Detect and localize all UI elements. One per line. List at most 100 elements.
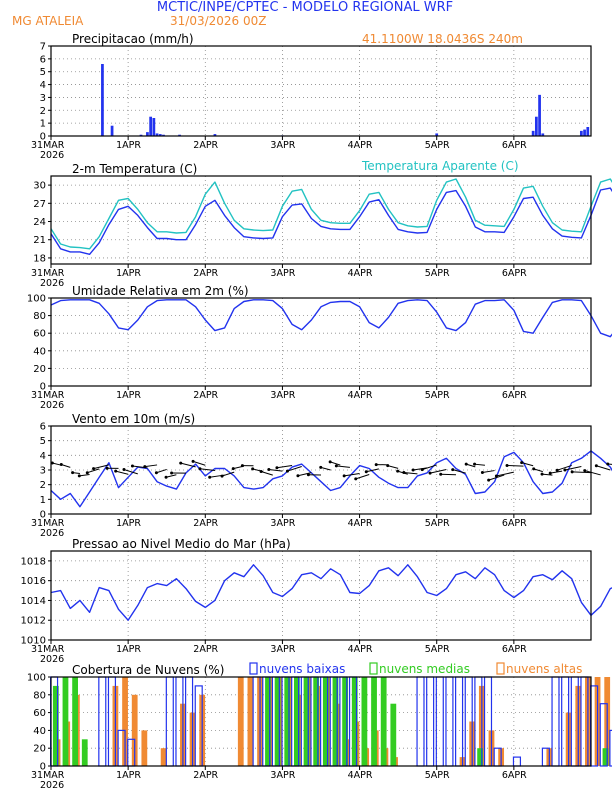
wind-vector-head [251,467,255,471]
temp-ytick-label: 27 [33,199,46,210]
slp-line-0 [50,564,612,621]
wind-panel: 0 1 2 3 4 5 6 31MAR 1APR 2APR 3APR 4APR 5APR 6APR 2026… [31,412,612,539]
wind-vector-head [464,462,468,466]
precip-bar [586,127,590,136]
wind-vector-head [259,469,263,473]
slp-xtick-label: 4APR [348,644,373,655]
cloud-mid-bar [351,677,358,766]
cloud-low-bar [455,676,464,767]
wind-vector-head [364,470,368,474]
cloud-mid-bar [390,703,397,766]
cloud-mid-bar [322,677,329,766]
precip-xtick-label: 31MAR [31,140,65,151]
precip-bar [534,116,538,136]
wind-vector-head [583,469,587,473]
cloud-mid-bar [303,677,310,766]
wind-vector-head [296,474,300,478]
cloud-low-bar [512,756,522,767]
cloud-low-bar [98,676,107,767]
cloud-mid-bar [332,677,339,766]
rh-xtick-label: 5APR [425,390,450,401]
wind-vector-head [179,461,183,465]
precip-bar [178,134,181,136]
wind-vector-head [114,469,118,473]
wind-xtick-label: 4APR [348,518,373,529]
clouds-xtick-label: 3APR [270,770,295,781]
wind-vector-head [505,464,509,468]
clouds-ytick-label: 100 [27,673,46,684]
header-location: MG ATALEIA [12,14,84,28]
slp-title: Pressao ao Nivel Medio do Mar (hPa) [72,537,291,551]
cloud-low-bar [609,729,612,767]
wind-vector [542,473,553,476]
rh-panel: 0 20 40 60 80 100 31MAR 1APR 2APR 3APR 4APR 5APR 6AP… [27,284,612,411]
temp-ytick-label: 24 [33,217,46,228]
cloud-low-bar [416,676,425,767]
slp-ytick-label: 1010 [21,636,46,647]
slp-xtick-label: 3APR [270,644,295,655]
wind-vector-head [480,471,484,475]
rh-xtick-label: 1APR [116,390,141,401]
wind-ytick-label: 3 [40,466,46,477]
slp-year-label: 2026 [40,654,64,665]
wind-vector [221,471,235,477]
wind-vector [276,464,293,469]
temp-apparent-legend: Temperatura Aparente (C) [361,159,519,173]
temp-ytick-label: 30 [33,181,46,192]
wind-vector-head [342,474,346,478]
wind-vector-head [420,468,424,472]
rh-frame [50,297,592,387]
clouds-xtick-label: 5APR [425,770,450,781]
wind-vector [422,464,437,471]
clouds-title: Cobertura de Nuvens (%) [72,663,224,677]
cloud-low-bar [445,676,454,767]
wind-vector-head [231,467,235,471]
wind-vector-head [354,477,358,481]
cloud-high-bar [141,730,148,766]
temp-ytick-label: 21 [33,235,46,246]
precip-xtick-label: 4APR [348,140,373,151]
precip-bar [531,130,535,136]
wind-vector [61,464,71,468]
clouds-year-label: 2026 [40,780,64,791]
wind-vector [199,468,215,472]
wind-vector-head [548,471,552,475]
header-title: MCTIC/INPE/CPTEC - MODELO REGIONAL WRF [157,0,453,15]
clouds-ytick-label: 20 [33,744,46,755]
wind-vector-head [540,472,544,476]
wind-year-label: 2026 [40,528,64,539]
temp-xtick-label: 6APR [502,268,527,279]
cloud-legend-label: nuvens altas [506,662,582,676]
wind-vector [482,470,495,474]
precip-xtick-label: 5APR [425,140,450,151]
wind-vector-head [428,471,432,475]
wind-vector [507,465,524,467]
wind-ytick-label: 5 [40,436,46,447]
slp-ytick-label: 1012 [21,616,46,627]
clouds-ytick-label: 40 [33,726,46,737]
cloud-mid-bar [284,677,291,766]
wind-vector [180,462,196,468]
temp-line-1 [50,178,612,250]
precip-frame [50,45,592,137]
cloud-mid-bar [313,677,320,766]
precip-ytick-label: 3 [40,93,46,104]
wind-vector [330,461,341,466]
wind-vector [607,463,612,465]
wind-vector [496,471,514,477]
cloud-mid-bar [361,677,368,766]
wind-vector [572,471,592,474]
cloud-legend-label: nuvens baixas [259,662,345,676]
wind-vector-head [92,467,96,471]
wind-vector [93,464,109,470]
temp-xtick-label: 3APR [270,268,295,279]
wind-frame [50,425,592,515]
cloud-high-bar [247,677,254,766]
precip-xtick-label: 2APR [193,140,218,151]
wind-vector-head [122,468,126,472]
wind-vector [336,465,350,468]
wind-vector-head [520,461,524,465]
precip-bar [155,133,159,136]
